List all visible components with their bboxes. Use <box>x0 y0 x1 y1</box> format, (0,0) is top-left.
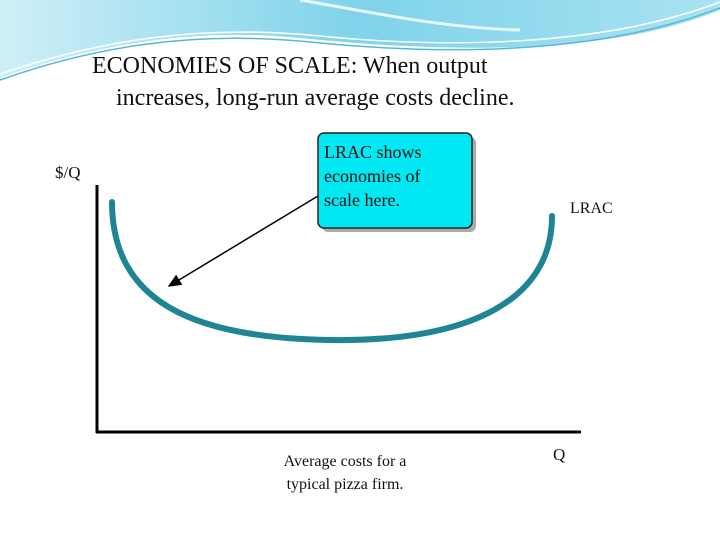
y-axis-label: $/Q <box>55 163 81 182</box>
header-wave <box>0 0 720 81</box>
callout-line: LRAC shows <box>324 142 422 162</box>
title-line: ECONOMIES OF SCALE: When output <box>92 53 488 79</box>
callout-line: economies of <box>324 166 420 186</box>
lrac-curve <box>109 199 555 344</box>
callout-line: scale here. <box>324 190 400 210</box>
caption-line: typical pizza firm. <box>287 476 404 493</box>
callout-arrow <box>167 195 319 287</box>
title-line: increases, long-run average costs declin… <box>116 85 515 111</box>
callout-box <box>317 132 473 229</box>
caption-line: Average costs for a <box>284 453 407 470</box>
x-axis-label: Q <box>553 445 565 464</box>
curve-label: LRAC <box>570 200 613 217</box>
